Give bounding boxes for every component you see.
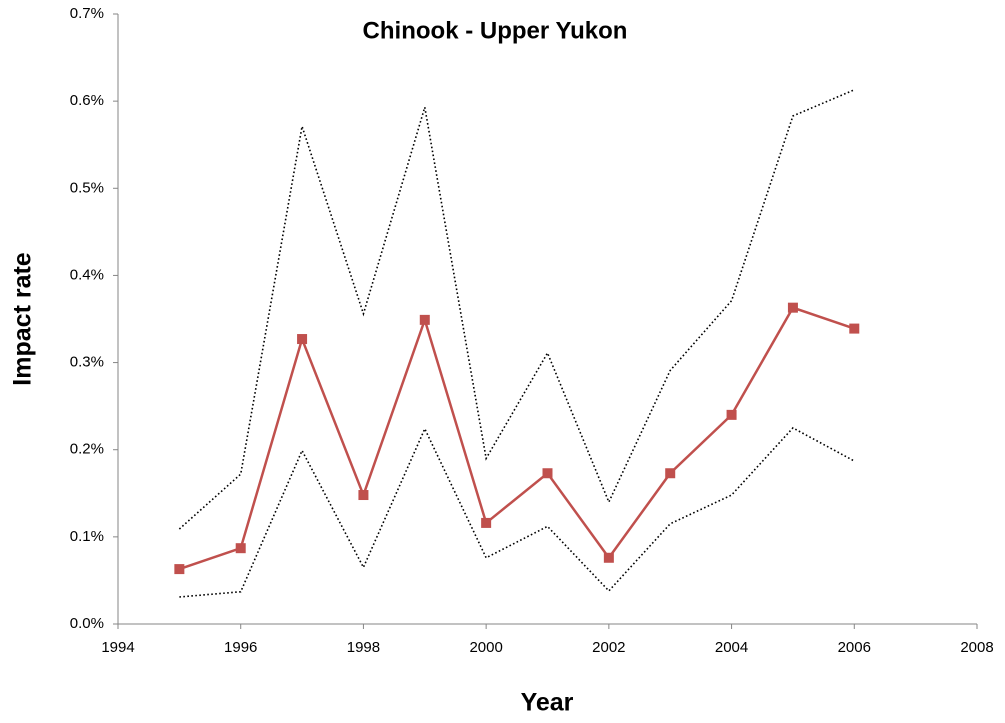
x-tick-label: 1998: [347, 639, 380, 656]
data-point: [542, 468, 553, 479]
series-line: [179, 426, 855, 598]
x-tick-label: 2002: [592, 639, 625, 656]
x-tick-label: 2008: [960, 639, 993, 656]
x-axis-label: Year: [521, 689, 574, 717]
y-tick-label: 0.2%: [70, 441, 104, 458]
y-tick-label: 0.5%: [70, 179, 104, 196]
data-point: [787, 302, 798, 313]
x-tick-label: 1996: [224, 639, 257, 656]
data-point: [849, 323, 860, 334]
data-point: [603, 552, 614, 563]
series-line: [178, 306, 855, 571]
x-tick-label: 2000: [469, 639, 502, 656]
data-point: [419, 314, 430, 325]
data-point: [481, 517, 492, 528]
y-tick-label: 0.3%: [70, 354, 104, 371]
y-tick-label: 0.6%: [70, 92, 104, 109]
x-tick-label: 2006: [838, 639, 871, 656]
data-point: [174, 564, 185, 575]
chart-title: Chinook - Upper Yukon: [363, 17, 628, 44]
data-point: [235, 543, 246, 554]
data-point: [726, 409, 737, 420]
data-point: [665, 468, 676, 479]
data-point: [297, 334, 308, 345]
series-line: [178, 89, 855, 530]
y-axis-label: Impact rate: [9, 252, 37, 385]
x-tick-label: 1994: [101, 639, 134, 656]
y-tick-label: 0.4%: [70, 266, 104, 283]
y-tick-label: 0.7%: [70, 5, 104, 22]
x-tick-label: 2004: [715, 639, 748, 656]
y-tick-label: 0.1%: [70, 528, 104, 545]
y-tick-label: 0.0%: [70, 615, 104, 632]
data-point: [358, 490, 369, 501]
